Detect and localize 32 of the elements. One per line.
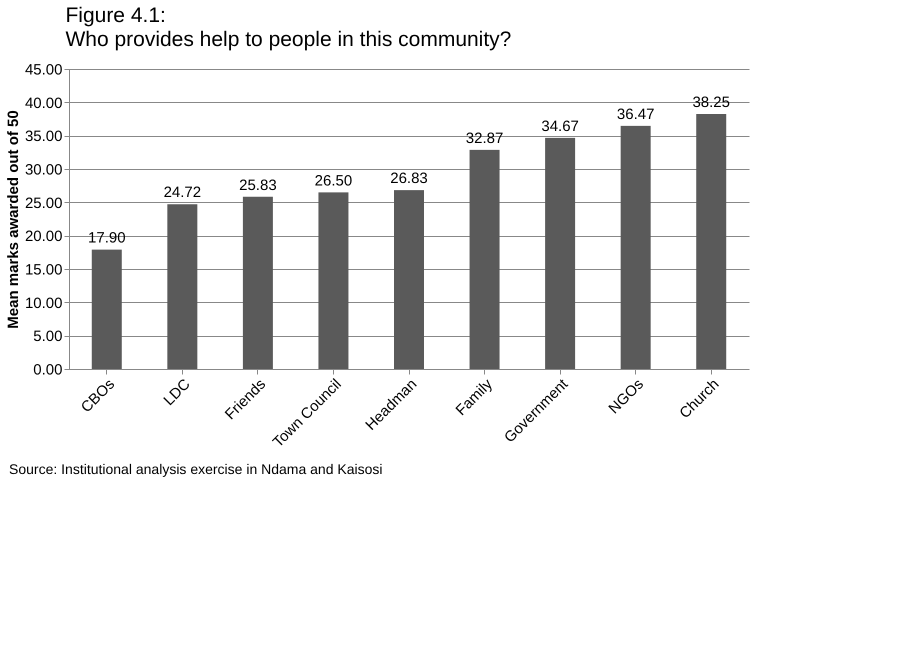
data-label: 36.47 — [616, 106, 654, 123]
y-tick-label: 0.00 — [33, 362, 62, 378]
source-note: Source: Institutional analysis exercise in Ndama and Kaisosi — [9, 461, 383, 477]
y-tick-label: 30.00 — [24, 162, 62, 178]
data-label: 32.87 — [466, 130, 504, 147]
bar — [318, 192, 348, 369]
data-label: 38.25 — [692, 94, 730, 111]
bar — [394, 190, 424, 369]
y-tick-label: 15.00 — [24, 262, 62, 278]
y-axis-title: Mean marks awarded out of 50 — [4, 110, 22, 329]
y-tick-label: 20.00 — [24, 228, 62, 246]
bar — [696, 114, 726, 369]
data-label: 34.67 — [541, 118, 579, 135]
y-tick-label: 25.00 — [24, 194, 62, 212]
data-label: 17.90 — [88, 230, 126, 247]
y-tick-label: 5.00 — [33, 328, 62, 346]
data-label: 26.83 — [390, 170, 428, 188]
bar — [620, 126, 651, 369]
y-tick-label: 40.00 — [24, 94, 62, 112]
chart-subtitle: Who provides help to people in this community? — [65, 28, 512, 51]
y-tick-label: 10.00 — [24, 294, 62, 312]
bar — [242, 196, 273, 369]
bar — [92, 250, 122, 369]
chart-title: Figure 4.1: — [65, 4, 166, 27]
y-tick-label: 35.00 — [24, 128, 62, 146]
bar — [470, 150, 500, 369]
y-tick-label: 45.00 — [24, 62, 62, 78]
bar — [167, 204, 198, 369]
data-label: 24.72 — [164, 184, 202, 202]
data-label: 25.83 — [239, 176, 277, 194]
bar — [545, 138, 576, 369]
data-label: 26.50 — [314, 172, 352, 190]
